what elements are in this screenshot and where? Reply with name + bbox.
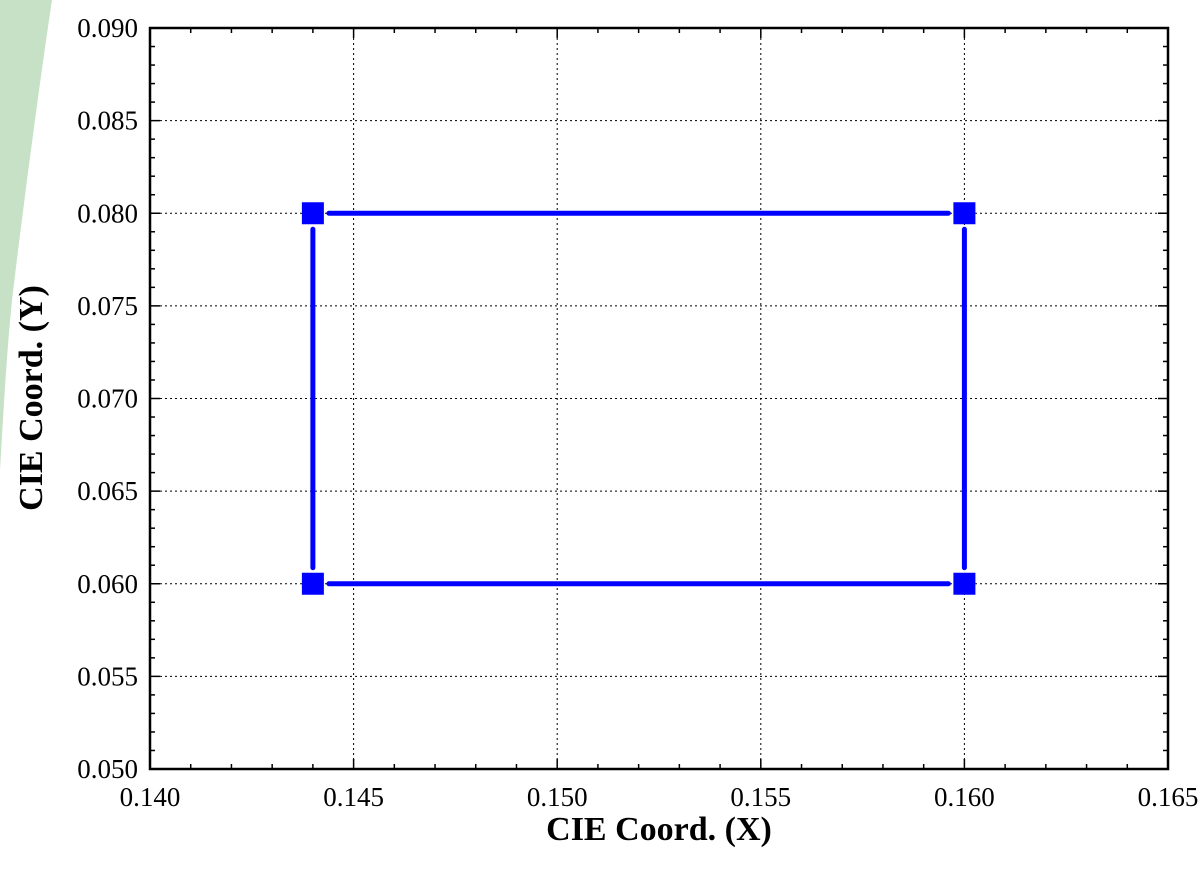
data-point-marker bbox=[953, 572, 976, 595]
grid-lines bbox=[150, 28, 1168, 769]
y-tick-label: 0.090 bbox=[77, 13, 138, 43]
series-line bbox=[310, 210, 967, 587]
y-axis-title: CIE Coord. (Y) bbox=[13, 285, 50, 511]
x-tick-label: 0.165 bbox=[1138, 782, 1199, 812]
data-markers bbox=[301, 202, 976, 595]
y-tick-label: 0.060 bbox=[77, 569, 138, 599]
y-tick-label: 0.070 bbox=[77, 384, 138, 414]
y-tick-label: 0.085 bbox=[77, 106, 138, 136]
x-tick-label: 0.160 bbox=[934, 782, 995, 812]
x-tick-label: 0.140 bbox=[120, 782, 181, 812]
axis-ticks: 0.140 0.145 0.150 0.155 0.160 0.165 0.050 0.055… bbox=[77, 13, 1198, 812]
x-tick-label: 0.145 bbox=[323, 782, 384, 812]
y-tick-label: 0.075 bbox=[77, 291, 138, 321]
x-tick-label: 0.155 bbox=[730, 782, 791, 812]
y-tick-label: 0.055 bbox=[77, 661, 138, 691]
x-tick-label: 0.150 bbox=[527, 782, 588, 812]
y-tick-label: 0.080 bbox=[77, 198, 138, 228]
data-point-marker bbox=[301, 572, 324, 595]
data-point-marker bbox=[953, 202, 976, 225]
background-green-swoosh bbox=[0, 0, 52, 470]
y-tick-label: 0.065 bbox=[77, 476, 138, 506]
x-axis-title: CIE Coord. (X) bbox=[546, 811, 772, 848]
y-tick-label: 0.050 bbox=[77, 754, 138, 784]
data-point-marker bbox=[301, 202, 324, 225]
